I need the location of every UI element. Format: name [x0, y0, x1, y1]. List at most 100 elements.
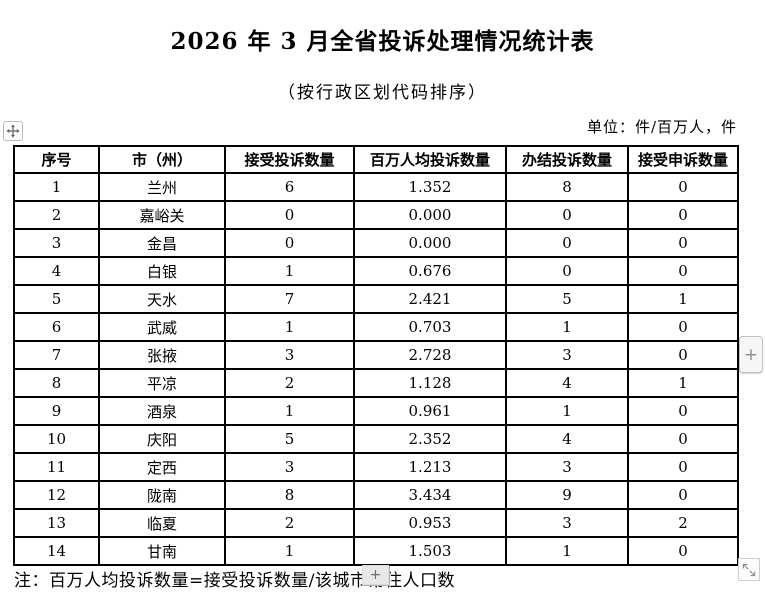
- table-cell[interactable]: 10: [13, 424, 100, 454]
- table-cell[interactable]: 0: [627, 480, 739, 510]
- table-cell[interactable]: 0.000: [353, 228, 507, 258]
- table-cell[interactable]: 1.352: [353, 172, 507, 202]
- table-cell[interactable]: 8: [224, 480, 355, 510]
- table-cell[interactable]: 8: [505, 172, 629, 202]
- table-cell[interactable]: 0: [505, 256, 629, 286]
- column-header: 市（州）: [98, 145, 226, 174]
- table-cell[interactable]: 0: [505, 228, 629, 258]
- table-cell[interactable]: 庆阳: [98, 424, 226, 454]
- move-cross-icon: [6, 124, 20, 138]
- table-cell[interactable]: 12: [13, 480, 100, 510]
- table-cell[interactable]: 2: [627, 508, 739, 538]
- table-cell[interactable]: 白银: [98, 256, 226, 286]
- table-cell[interactable]: 5: [224, 424, 355, 454]
- table-cell[interactable]: 1: [505, 312, 629, 342]
- table-cell[interactable]: 0: [627, 340, 739, 370]
- table-cell[interactable]: 7: [13, 340, 100, 370]
- table-cell[interactable]: 定西: [98, 452, 226, 482]
- table-cell[interactable]: 0: [627, 396, 739, 426]
- column-header: 序号: [13, 145, 100, 174]
- table-cell[interactable]: 4: [13, 256, 100, 286]
- table-cell[interactable]: 0: [627, 536, 739, 566]
- table-row: 14 甘南 1 1.503 1 0: [13, 536, 739, 566]
- table-cell[interactable]: 金昌: [98, 228, 226, 258]
- table-cell[interactable]: 0: [627, 312, 739, 342]
- table-cell[interactable]: 1.503: [353, 536, 507, 566]
- table-cell[interactable]: 0: [627, 256, 739, 286]
- table-cell[interactable]: 6: [13, 312, 100, 342]
- table-cell[interactable]: 0.676: [353, 256, 507, 286]
- table-cell[interactable]: 1: [224, 256, 355, 286]
- document-subtitle: （按行政区划代码排序）: [278, 83, 487, 103]
- table-cell[interactable]: 1.128: [353, 368, 507, 398]
- table-cell[interactable]: 14: [13, 536, 100, 566]
- table-cell[interactable]: 2: [224, 508, 355, 538]
- table-cell[interactable]: 临夏: [98, 508, 226, 538]
- table-cell[interactable]: 13: [13, 508, 100, 538]
- table-cell[interactable]: 0.961: [353, 396, 507, 426]
- table-cell[interactable]: 1: [224, 396, 355, 426]
- table-cell[interactable]: 1: [224, 536, 355, 566]
- table-row: 7 张掖 3 2.728 3 0: [13, 340, 739, 370]
- table-cell[interactable]: 2.421: [353, 284, 507, 314]
- table-cell[interactable]: 4: [505, 424, 629, 454]
- table-cell[interactable]: 甘南: [98, 536, 226, 566]
- table-cell[interactable]: 11: [13, 452, 100, 482]
- table-cell[interactable]: 0.000: [353, 200, 507, 230]
- table-cell[interactable]: 1: [13, 172, 100, 202]
- table-cell[interactable]: 0.703: [353, 312, 507, 342]
- table-cell[interactable]: 1: [224, 312, 355, 342]
- table-cell[interactable]: 8: [13, 368, 100, 398]
- table-cell[interactable]: 酒泉: [98, 396, 226, 426]
- table-cell[interactable]: 5: [505, 284, 629, 314]
- table-cell[interactable]: 4: [505, 368, 629, 398]
- table-cell[interactable]: 0: [627, 228, 739, 258]
- table-cell[interactable]: 2.352: [353, 424, 507, 454]
- table-cell[interactable]: 2: [224, 368, 355, 398]
- table-cell[interactable]: 武威: [98, 312, 226, 342]
- table-cell[interactable]: 2.728: [353, 340, 507, 370]
- column-header: 百万人均投诉数量: [353, 145, 507, 174]
- table-cell[interactable]: 2: [13, 200, 100, 230]
- table-cell[interactable]: 9: [505, 480, 629, 510]
- table-cell[interactable]: 7: [224, 284, 355, 314]
- table-row: 8 平凉 2 1.128 4 1: [13, 368, 739, 398]
- table-cell[interactable]: 3: [13, 228, 100, 258]
- table-cell[interactable]: 6: [224, 172, 355, 202]
- table-cell[interactable]: 3: [224, 452, 355, 482]
- table-cell[interactable]: 9: [13, 396, 100, 426]
- table-cell[interactable]: 1: [627, 368, 739, 398]
- table-move-handle[interactable]: [3, 121, 23, 141]
- table-cell[interactable]: 3: [505, 340, 629, 370]
- table-cell[interactable]: 1: [627, 284, 739, 314]
- table-cell[interactable]: 0: [627, 172, 739, 202]
- table-cell[interactable]: 1: [505, 536, 629, 566]
- table-cell[interactable]: 0: [224, 228, 355, 258]
- table-cell[interactable]: 1.213: [353, 452, 507, 482]
- table-cell[interactable]: 0: [627, 200, 739, 230]
- insert-row-button[interactable]: +: [739, 336, 763, 373]
- table-header-row: 序号 市（州） 接受投诉数量 百万人均投诉数量 办结投诉数量 接受申诉数量: [13, 145, 739, 174]
- table-cell[interactable]: 平凉: [98, 368, 226, 398]
- table-cell[interactable]: 天水: [98, 284, 226, 314]
- table-cell[interactable]: 嘉峪关: [98, 200, 226, 230]
- table-cell[interactable]: 3: [505, 452, 629, 482]
- table-body: 1 兰州 6 1.352 8 0 2 嘉峪关 0 0.000 0 0 3 金昌 0 0.000 0 0 4 白银 1 0.…: [13, 172, 739, 566]
- table-cell[interactable]: 3.434: [353, 480, 507, 510]
- table-cell[interactable]: 5: [13, 284, 100, 314]
- table-cell[interactable]: 3: [224, 340, 355, 370]
- table-cell[interactable]: 0.953: [353, 508, 507, 538]
- table-cell[interactable]: 0: [224, 200, 355, 230]
- note-insert-handle[interactable]: +: [362, 565, 389, 585]
- table-cell[interactable]: 张掖: [98, 340, 226, 370]
- table-cell[interactable]: 0: [627, 424, 739, 454]
- table-cell[interactable]: 陇南: [98, 480, 226, 510]
- complaints-table: 序号 市（州） 接受投诉数量 百万人均投诉数量 办结投诉数量 接受申诉数量 1 兰州 6 1.3…: [13, 145, 739, 566]
- table-resize-handle[interactable]: [738, 558, 760, 581]
- table-cell[interactable]: 0: [505, 200, 629, 230]
- table-row: 5 天水 7 2.421 5 1: [13, 284, 739, 314]
- table-cell[interactable]: 0: [627, 452, 739, 482]
- table-cell[interactable]: 1: [505, 396, 629, 426]
- table-cell[interactable]: 兰州: [98, 172, 226, 202]
- table-cell[interactable]: 3: [505, 508, 629, 538]
